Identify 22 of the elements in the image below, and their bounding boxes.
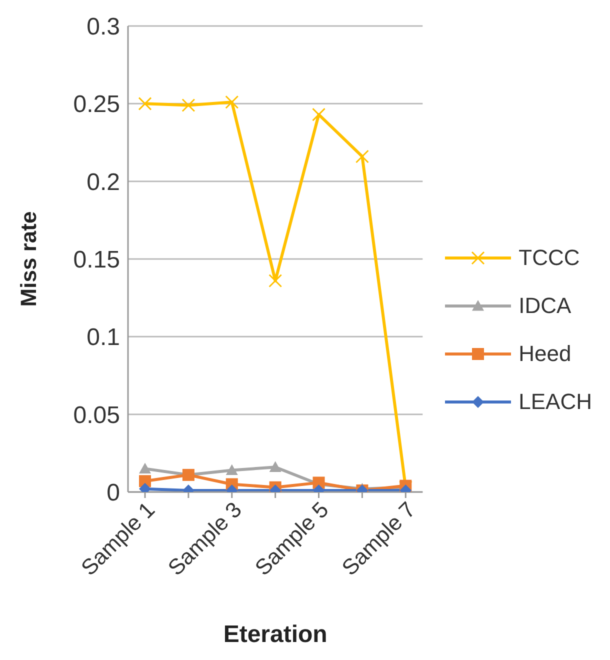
legend-label: LEACH — [518, 389, 592, 415]
y-tick-label: 0.05 — [73, 402, 120, 429]
point — [182, 98, 196, 112]
legend-label: Heed — [518, 341, 572, 367]
legend-label: IDCA — [518, 293, 572, 319]
point — [139, 462, 151, 474]
point — [226, 464, 238, 476]
point — [312, 108, 326, 122]
y-tick-label: 0.1 — [86, 324, 120, 352]
y-tick-label: 0.15 — [73, 246, 120, 274]
y-axis-title: Miss rate — [16, 211, 41, 307]
point — [138, 96, 152, 110]
point — [269, 461, 282, 472]
point — [355, 150, 369, 164]
point — [268, 274, 282, 288]
y-tick-label: 0.25 — [73, 91, 120, 118]
legend-label: TCCC — [518, 245, 580, 271]
y-tick-label: 0.2 — [86, 168, 120, 196]
y-tick-label: 0.3 — [86, 14, 120, 41]
y-tick-label: 0 — [106, 480, 120, 507]
point — [225, 95, 239, 109]
x-axis-title: Eteration — [223, 621, 328, 648]
